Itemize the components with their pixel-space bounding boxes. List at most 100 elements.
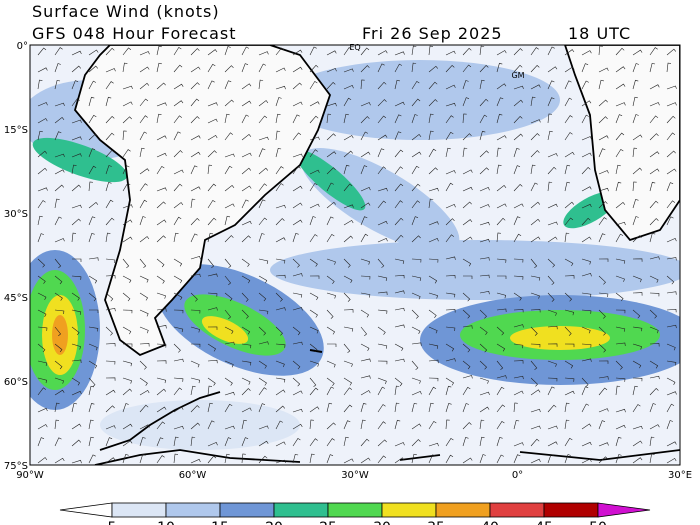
wind-barb <box>581 114 589 124</box>
wind-barb <box>394 131 402 141</box>
wind-barb <box>122 423 133 430</box>
wind-barb <box>581 166 591 175</box>
wind-barb <box>54 343 63 353</box>
wind-barb <box>411 292 421 300</box>
wind-barb <box>224 235 234 243</box>
wind-barb <box>122 182 131 192</box>
wind-barb <box>598 135 609 141</box>
speed-area <box>280 60 560 140</box>
wind-barb <box>479 238 490 243</box>
wind-barb <box>173 292 183 301</box>
wind-barb <box>88 377 96 387</box>
wind-barb <box>632 49 643 56</box>
wind-barb <box>258 425 269 430</box>
wind-barb <box>292 453 299 464</box>
wind-barb <box>479 377 489 384</box>
wind-barb <box>241 309 249 319</box>
wind-barb <box>462 80 469 90</box>
wind-barb <box>54 238 65 243</box>
wind-barb <box>377 63 385 73</box>
wind-barb <box>496 360 504 371</box>
wind-barb <box>360 79 365 90</box>
wind-barb <box>581 273 592 277</box>
wind-barb <box>377 99 387 107</box>
wind-barb <box>428 167 438 175</box>
wind-barb <box>122 360 133 367</box>
wind-barb <box>122 440 133 447</box>
wind-barb <box>377 81 387 90</box>
wind-barb <box>598 387 608 396</box>
wind-barb <box>54 389 65 396</box>
wind-barb <box>394 307 405 312</box>
wind-barb <box>360 457 371 464</box>
wind-barb <box>530 47 539 56</box>
wind-barb <box>190 151 201 158</box>
wind-barb <box>71 292 80 301</box>
antarctica-coast <box>94 391 680 465</box>
wind-barb <box>156 325 167 329</box>
wind-barb <box>649 292 660 297</box>
wind-barb <box>462 258 472 267</box>
wind-barb <box>598 326 606 336</box>
wind-barb <box>207 307 218 311</box>
wind-barb <box>224 165 233 175</box>
wind-barb <box>632 440 643 447</box>
wind-barb <box>632 181 637 192</box>
wind-barb <box>496 375 507 379</box>
wind-barb <box>632 134 643 141</box>
wind-barb <box>71 136 82 141</box>
wind-barb <box>428 420 437 430</box>
wind-barb <box>615 326 626 332</box>
wind-barb <box>309 438 318 447</box>
speed-area <box>52 315 68 355</box>
wind-barb <box>207 134 218 141</box>
wind-barb <box>207 359 218 364</box>
wind-barb <box>190 436 196 447</box>
wind-barb <box>122 258 130 269</box>
wind-barb <box>581 292 592 298</box>
wind-barb <box>292 153 303 158</box>
wind-barb <box>360 258 370 265</box>
wind-barb <box>428 187 439 192</box>
wind-barb <box>479 290 490 295</box>
wind-barb <box>513 275 524 280</box>
wind-barb <box>513 48 523 56</box>
wind-barb <box>530 275 541 281</box>
wind-barb <box>54 326 62 337</box>
wind-barb <box>496 147 502 158</box>
wind-barb <box>564 402 570 413</box>
wind-barb <box>309 136 320 141</box>
wind-barb <box>190 135 201 141</box>
wind-barb <box>581 458 592 464</box>
south-america-coast <box>74 45 332 357</box>
wind-barb <box>173 326 184 333</box>
wind-barb <box>513 115 523 124</box>
wind-barb <box>547 454 554 464</box>
wind-barb <box>377 360 388 365</box>
wind-barb <box>462 309 471 319</box>
wind-barb <box>598 187 609 192</box>
wind-barb <box>615 408 626 413</box>
wind-barb <box>173 387 183 396</box>
wind-barb <box>530 150 540 158</box>
wind-barb <box>564 419 570 430</box>
wind-barb <box>360 151 371 158</box>
wind-barb <box>564 377 575 382</box>
wind-barb <box>513 292 522 301</box>
wind-barb <box>88 65 99 73</box>
wind-barb <box>122 47 132 56</box>
wind-barb <box>530 343 541 348</box>
wind-barb <box>37 187 48 192</box>
wind-barb <box>445 182 454 192</box>
wind-barb <box>598 275 606 285</box>
wind-barb <box>309 169 320 175</box>
wind-barb <box>445 102 456 107</box>
wind-barb <box>394 402 400 413</box>
colorbar-segment <box>111 502 167 518</box>
wind-barb <box>632 63 640 73</box>
wind-barb <box>292 292 303 298</box>
wind-barb <box>496 308 507 313</box>
wind-barb <box>513 64 523 73</box>
wind-barb <box>666 457 677 464</box>
